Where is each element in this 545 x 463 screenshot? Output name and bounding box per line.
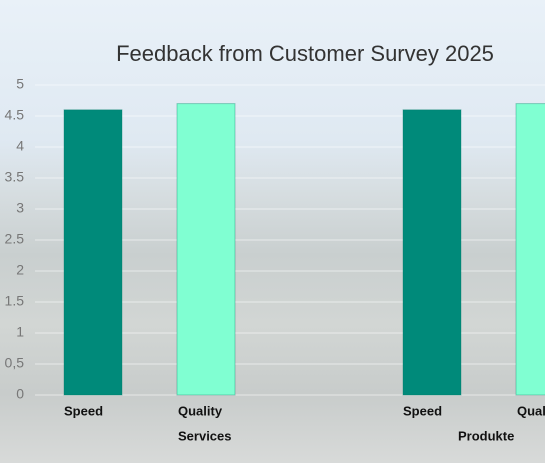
y-tick-label: 3: [16, 200, 24, 216]
y-tick-label: 4.5: [5, 107, 25, 123]
y-tick-label: 5: [16, 76, 24, 92]
series-label: Speed: [64, 403, 103, 418]
y-tick-label: 1: [16, 324, 24, 340]
chart-title: Feedback from Customer Survey 2025: [116, 41, 494, 66]
y-tick-label: 3.5: [5, 169, 25, 185]
bar: [176, 103, 236, 396]
y-tick-label: 2.5: [5, 231, 25, 247]
series-label: Quality: [517, 403, 545, 418]
bar: [63, 109, 123, 396]
series-label: Quality: [178, 403, 223, 418]
series-label: Speed: [403, 403, 442, 418]
y-tick-label: 0,5: [5, 355, 25, 371]
y-tick-label: 1.5: [5, 293, 25, 309]
category-label: Services: [178, 428, 232, 443]
y-tick-label: 4: [16, 138, 24, 154]
y-tick-label: 0: [16, 386, 24, 402]
y-tick-label: 2: [16, 262, 24, 278]
bar: [515, 103, 545, 396]
category-label: Produkte: [458, 428, 514, 443]
bar: [402, 109, 462, 396]
